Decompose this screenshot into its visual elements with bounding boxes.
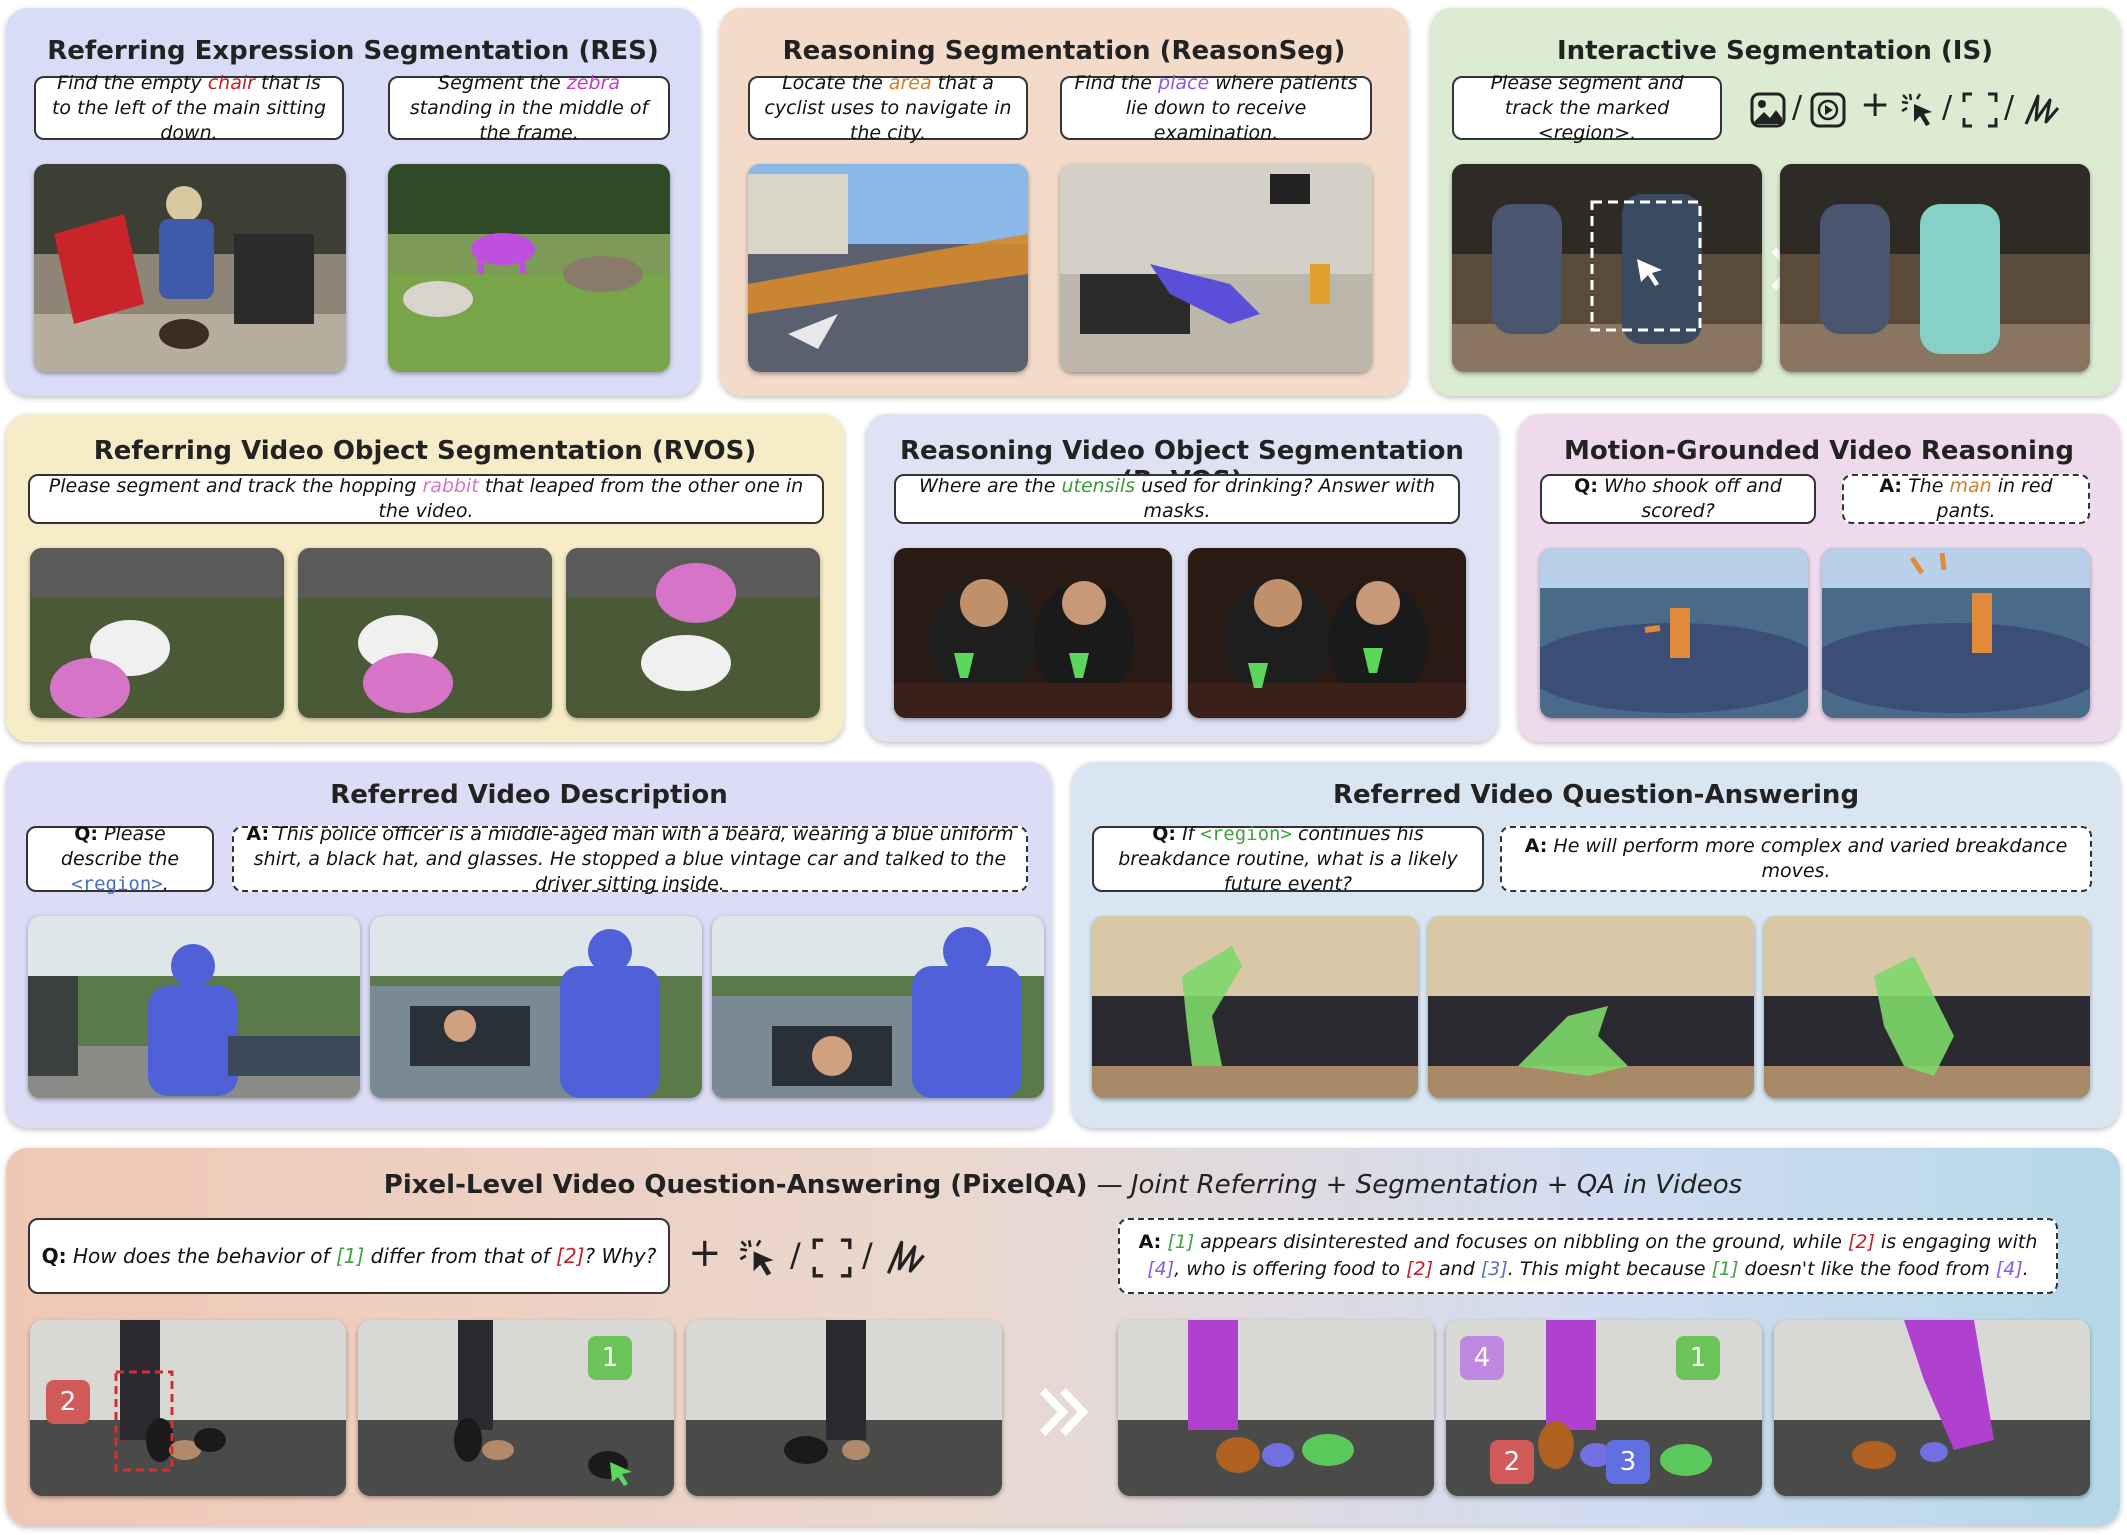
tag-1: 1 — [1676, 1336, 1720, 1380]
rvqa-panel: Referred Video Question-Answering Q: If … — [1072, 762, 2120, 1128]
motion-answer: A: The man in red pants. — [1842, 474, 2090, 524]
rvos-query: Please segment and track the hopping rab… — [28, 474, 824, 524]
rvos-title: Referring Video Object Segmentation (RVO… — [93, 436, 757, 466]
rvos-frame-2 — [298, 548, 552, 718]
is-query: Please segment and track the marked <reg… — [1452, 72, 1722, 144]
pixelqa-output-frame-3 — [1774, 1320, 2090, 1496]
rvqa-question: Q: If <region> continues his breakdance … — [1092, 823, 1484, 895]
separator-slash: / — [862, 1236, 873, 1274]
revos-panel: Reasoning Video Object Segmentation (ReV… — [866, 414, 1498, 742]
motion-frame-1 — [1540, 548, 1808, 718]
rvd-frame-3 — [712, 916, 1044, 1098]
revos-query: Where are the utensils used for drinking… — [894, 474, 1460, 524]
separator-slash: / — [1792, 90, 1803, 125]
next-arrow-icon — [1036, 1384, 1092, 1440]
separator-slash: / — [2004, 90, 2015, 125]
res-query-1: Find the empty chair that is to the left… — [34, 72, 344, 144]
tag-1: 1 — [588, 1336, 632, 1380]
rvqa-frame-3 — [1764, 916, 2090, 1098]
click-icon — [1898, 90, 1938, 130]
rvos-frame-1 — [30, 548, 284, 718]
res-title: Referring Expression Segmentation (RES) — [47, 36, 659, 66]
is-image-before — [1452, 164, 1762, 372]
res-image-chair — [34, 164, 346, 372]
pixelqa-question: Q: How does the behavior of [1] differ f… — [28, 1218, 670, 1294]
rvd-frame-1 — [28, 916, 360, 1098]
rvqa-frame-2 — [1428, 916, 1754, 1098]
rvd-title: Referred Video Description — [330, 780, 728, 810]
tag-2: 2 — [1490, 1440, 1534, 1484]
reasonseg-query-1: Locate the area that a cyclist uses to n… — [748, 72, 1028, 144]
box-select-icon — [1962, 92, 1998, 128]
is-title: Interactive Segmentation (IS) — [1556, 36, 1994, 66]
image-icon — [1750, 92, 1786, 128]
tag-3: 3 — [1606, 1440, 1650, 1484]
pixelqa-panel: Pixel-Level Video Question-Answering (Pi… — [6, 1148, 2120, 1526]
rvd-panel: Referred Video Description Q: Please des… — [6, 762, 1052, 1128]
rvqa-title: Referred Video Question-Answering — [1332, 780, 1860, 810]
pixelqa-input-frame-2 — [358, 1320, 674, 1496]
pixelqa-title: Pixel-Level Video Question-Answering (Pi… — [383, 1170, 1088, 1200]
rvd-answer: A: This police officer is a middle-aged … — [232, 823, 1028, 895]
reasonseg-image-clinic — [1060, 164, 1372, 372]
res-panel: Referring Expression Segmentation (RES) … — [6, 8, 700, 396]
pixelqa-title-line: Pixel-Level Video Question-Answering (Pi… — [6, 1170, 2120, 1200]
pixelqa-input-frame-3 — [686, 1320, 1002, 1496]
revos-frame-1 — [894, 548, 1172, 718]
pixelqa-subtitle: — Joint Referring + Segmentation + QA in… — [1096, 1170, 1743, 1200]
reasonseg-image-street — [748, 164, 1028, 372]
is-image-after — [1780, 164, 2090, 372]
plus-sign: + — [688, 1230, 722, 1276]
rvd-question: Q: Please describe the <region>. — [26, 823, 214, 895]
motion-frame-2 — [1822, 548, 2090, 718]
res-image-zebra — [388, 164, 670, 372]
pixelqa-answer: A: [1] appears disinterested and focuses… — [1118, 1218, 2058, 1294]
rvos-frame-3 — [566, 548, 820, 718]
click-icon — [736, 1236, 780, 1280]
motion-panel: Motion-Grounded Video Reasoning Q: Who s… — [1518, 414, 2120, 742]
rvd-frame-2 — [370, 916, 702, 1098]
plus-sign: + — [1860, 84, 1891, 125]
rvqa-answer: A: He will perform more complex and vari… — [1500, 826, 2092, 892]
reasonseg-panel: Reasoning Segmentation (ReasonSeg) Locat… — [720, 8, 1408, 396]
motion-question: Q: Who shook off and scored? — [1540, 474, 1816, 524]
scribble-icon — [884, 1238, 928, 1278]
scribble-icon — [2022, 92, 2062, 128]
reasonseg-query-2: Find the place where patients lie down t… — [1060, 72, 1372, 144]
revos-frame-2 — [1188, 548, 1466, 718]
video-icon — [1810, 92, 1846, 128]
tag-2: 2 — [46, 1380, 90, 1424]
rvos-panel: Referring Video Object Segmentation (RVO… — [6, 414, 844, 742]
separator-slash: / — [1942, 90, 1953, 125]
res-query-2: Segment the zebra standing in the middle… — [388, 72, 670, 144]
is-panel: Interactive Segmentation (IS) Please seg… — [1430, 8, 2120, 396]
separator-slash: / — [790, 1236, 801, 1274]
tag-4: 4 — [1460, 1336, 1504, 1380]
reasonseg-title: Reasoning Segmentation (ReasonSeg) — [782, 36, 1346, 66]
motion-title: Motion-Grounded Video Reasoning — [1563, 436, 2074, 466]
box-select-icon — [812, 1238, 852, 1278]
pixelqa-output-frame-1 — [1118, 1320, 1434, 1496]
rvqa-frame-1 — [1092, 916, 1418, 1098]
